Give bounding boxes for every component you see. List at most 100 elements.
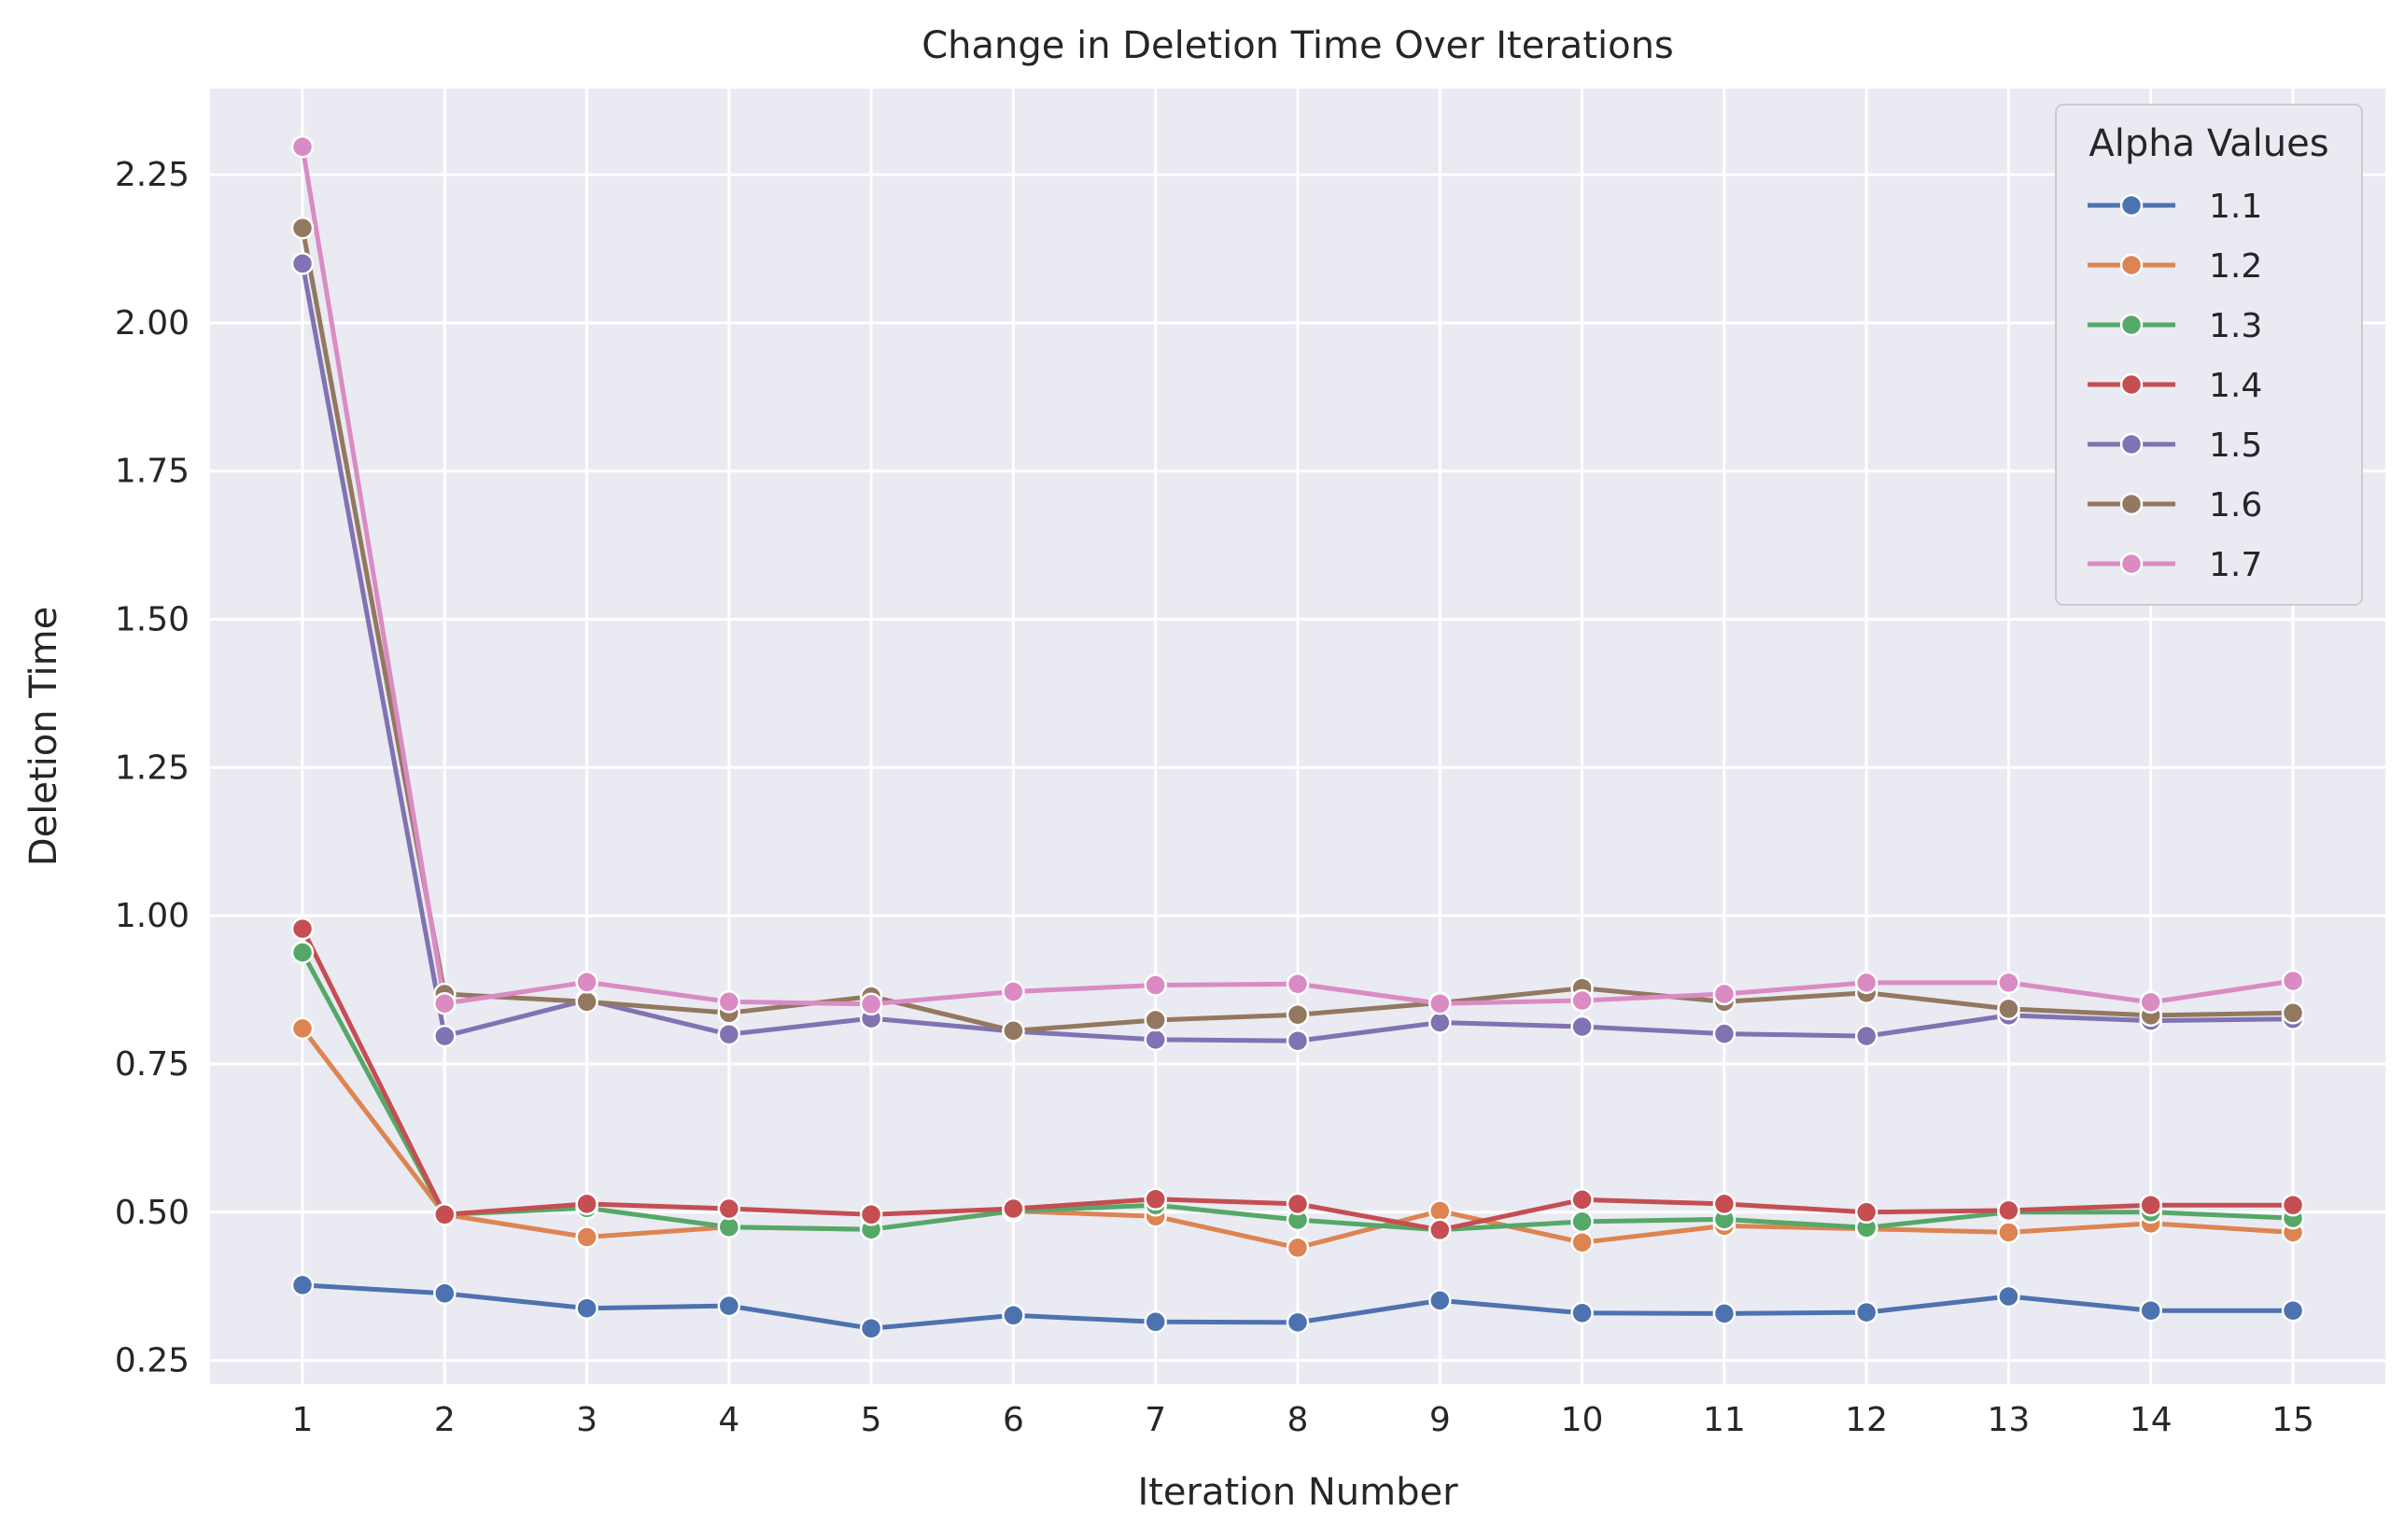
- data-point-1-2: [1997, 1221, 2020, 1244]
- x-tick-label: 15: [2271, 1401, 2314, 1439]
- data-point-1-5: [717, 1022, 741, 1046]
- data-point-1-1: [575, 1296, 598, 1320]
- data-point-1-5: [1570, 1015, 1594, 1039]
- data-point-1-1: [433, 1281, 457, 1306]
- data-point-1-4: [290, 917, 315, 941]
- x-tick-labels: 1 2 3 4 5 6 7 8 9 10 11 12 13 14 15: [292, 1401, 2314, 1439]
- legend-items: 1.1 1.2 1.3 1.4 1.5 1.6 1.7: [2088, 188, 2262, 584]
- data-point-1-5: [1428, 1011, 1452, 1034]
- data-point-1-2: [575, 1225, 598, 1249]
- data-point-1-4: [1144, 1187, 1167, 1211]
- legend-marker-1-1: [2119, 193, 2144, 217]
- y-tick-label: 1.25: [115, 749, 190, 787]
- data-point-1-4: [859, 1203, 883, 1226]
- legend-label: 1.4: [2209, 367, 2262, 405]
- data-point-1-4: [2139, 1193, 2162, 1217]
- x-tick-label: 6: [1003, 1401, 1024, 1439]
- x-tick-label: 2: [434, 1401, 456, 1439]
- y-tick-label: 2.00: [115, 304, 190, 343]
- data-point-1-6: [2281, 1001, 2305, 1025]
- data-point-1-7: [1144, 973, 1167, 997]
- data-point-1-1: [1854, 1300, 1878, 1324]
- legend-label: 1.2: [2209, 247, 2262, 286]
- chart-title: Change in Deletion Time Over Iterations: [921, 24, 1674, 67]
- data-point-1-7: [2281, 969, 2305, 993]
- legend-marker-1-3: [2119, 313, 2144, 337]
- grid-lines: [210, 89, 2385, 1384]
- x-tick-label: 1: [292, 1401, 314, 1439]
- data-point-1-3: [1570, 1210, 1594, 1234]
- data-point-1-4: [1570, 1188, 1594, 1211]
- x-tick-label: 9: [1429, 1401, 1451, 1439]
- data-point-1-5: [290, 252, 315, 275]
- data-point-1-6: [1286, 1002, 1310, 1027]
- y-tick-label: 0.25: [115, 1342, 190, 1380]
- data-point-1-5: [433, 1024, 457, 1048]
- data-point-1-7: [1002, 980, 1025, 1003]
- data-point-1-6: [1997, 997, 2020, 1021]
- data-point-1-7: [433, 991, 457, 1015]
- x-tick-label: 8: [1287, 1401, 1309, 1439]
- data-point-1-7: [1712, 982, 1737, 1006]
- data-point-1-7: [1570, 988, 1594, 1013]
- data-point-1-1: [2281, 1298, 2305, 1323]
- data-point-1-4: [433, 1203, 457, 1226]
- data-point-1-7: [290, 135, 315, 159]
- x-tick-label: 4: [718, 1401, 739, 1439]
- data-point-1-5: [1854, 1024, 1878, 1048]
- data-point-1-7: [1286, 972, 1310, 996]
- x-axis-label: Iteration Number: [1137, 1471, 1458, 1514]
- x-tick-label: 12: [1845, 1401, 1888, 1439]
- data-point-1-6: [1144, 1008, 1167, 1032]
- data-point-1-4: [2281, 1193, 2305, 1217]
- y-tick-label: 1.00: [115, 897, 190, 935]
- data-point-1-4: [1286, 1192, 1310, 1216]
- data-point-1-1: [717, 1294, 741, 1318]
- y-tick-label: 1.50: [115, 601, 190, 639]
- data-point-1-4: [1854, 1200, 1878, 1225]
- data-point-1-7: [1428, 991, 1452, 1015]
- x-tick-label: 11: [1703, 1401, 1746, 1439]
- data-point-1-1: [1570, 1301, 1594, 1325]
- data-point-1-7: [717, 990, 741, 1014]
- data-point-1-3: [290, 941, 315, 964]
- data-point-1-1: [1144, 1310, 1167, 1334]
- legend-title: Alpha Values: [2089, 122, 2328, 165]
- legend-label: 1.7: [2209, 546, 2262, 584]
- data-point-1-4: [575, 1192, 598, 1216]
- y-tick-label: 2.25: [115, 156, 190, 194]
- data-point-1-1: [1428, 1289, 1452, 1312]
- x-tick-label: 5: [861, 1401, 882, 1439]
- y-axis-label: Deletion Time: [22, 607, 65, 866]
- y-tick-labels: 0.25 0.50 0.75 1.00 1.25 1.50 1.75 2.00 2.25: [115, 156, 190, 1379]
- legend-marker-1-5: [2119, 432, 2144, 456]
- data-point-1-7: [1854, 971, 1878, 995]
- data-point-1-4: [1712, 1192, 1737, 1216]
- data-point-1-1: [2139, 1298, 2162, 1323]
- legend-label: 1.3: [2209, 307, 2262, 345]
- x-tick-label: 7: [1145, 1401, 1166, 1439]
- data-point-1-7: [575, 971, 598, 994]
- data-point-1-4: [1002, 1197, 1025, 1221]
- data-point-1-1: [290, 1273, 315, 1297]
- y-tick-label: 1.75: [115, 453, 190, 491]
- data-point-1-7: [859, 992, 883, 1016]
- x-tick-label: 13: [1988, 1401, 2031, 1439]
- data-point-1-5: [1286, 1029, 1310, 1053]
- legend-box: [2055, 104, 2363, 606]
- data-point-1-6: [1002, 1019, 1025, 1043]
- x-tick-label: 3: [576, 1401, 598, 1439]
- series-points: [290, 135, 2305, 1340]
- legend-label: 1.1: [2209, 188, 2262, 226]
- data-point-1-4: [717, 1197, 741, 1221]
- y-tick-label: 0.75: [115, 1045, 190, 1084]
- legend-label: 1.5: [2209, 427, 2262, 465]
- data-point-1-2: [1570, 1230, 1594, 1254]
- legend-label: 1.6: [2209, 486, 2262, 525]
- data-point-1-1: [1002, 1304, 1025, 1327]
- data-point-1-2: [1428, 1199, 1452, 1223]
- data-point-1-1: [1286, 1310, 1310, 1335]
- data-point-1-4: [1428, 1218, 1452, 1242]
- data-point-1-7: [1997, 971, 2020, 995]
